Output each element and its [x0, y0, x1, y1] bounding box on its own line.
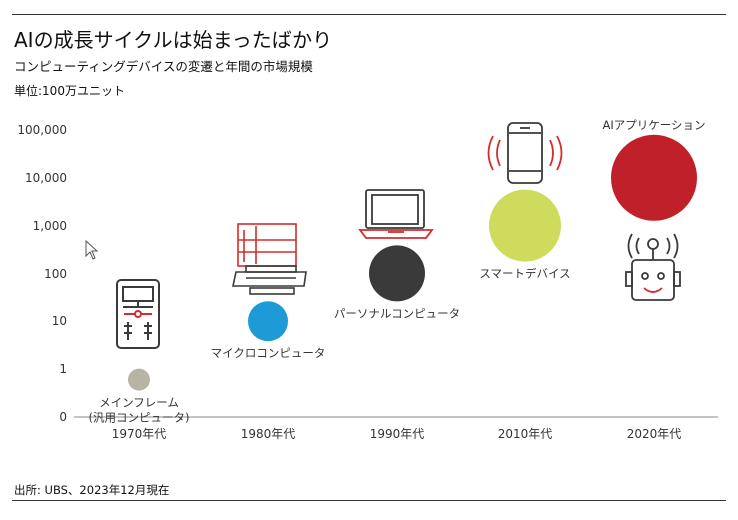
bubble-label: スマートデバイス	[479, 267, 570, 281]
source-note: 出所: UBS、2023年12月現在	[14, 483, 170, 497]
bubble-label: (汎用コンピュータ)	[89, 411, 190, 425]
retro-computer-icon	[232, 223, 307, 295]
bubble-point	[611, 134, 697, 221]
bubble-label: パーソナルコンピュータ	[334, 306, 460, 320]
x-tick-label: 2010年代	[498, 427, 553, 441]
unit-label: 単位:100万ユニット	[14, 84, 125, 98]
bottom-rule	[12, 500, 726, 501]
bubble-point	[369, 245, 425, 302]
x-tick-label: 1990年代	[370, 427, 425, 441]
y-tick-label: 100,000	[17, 123, 67, 137]
smartphone-icon	[487, 122, 563, 184]
x-tick-label: 1970年代	[112, 427, 167, 441]
bubble-label: マイクロコンピュータ	[211, 346, 326, 360]
y-tick-label: 1,000	[33, 219, 67, 233]
desktop-tower-icon	[116, 279, 160, 349]
y-tick-label: 1	[59, 362, 67, 376]
bubble-labels: メインフレーム(汎用コンピュータ) マイクロコンピュータ パーソナルコンピュータ スマ…	[89, 118, 706, 425]
bubble-label: メインフレーム	[99, 396, 179, 410]
y-tick-label: 10	[52, 314, 67, 328]
chart-title: AIの成長サイクルは始まったばかり	[14, 28, 333, 52]
robot-icon	[625, 233, 681, 301]
bubble-point	[248, 301, 288, 342]
bubbles	[128, 134, 697, 391]
x-axis-ticks: 1970年代 1980年代 1990年代 2010年代 2020年代	[112, 427, 682, 441]
top-rule	[12, 14, 726, 15]
x-tick-label: 1980年代	[241, 427, 296, 441]
bubble-point	[128, 368, 150, 391]
chart-subtitle: コンピューティングデバイスの変遷と年間の市場規模	[14, 59, 313, 74]
x-tick-label: 2020年代	[627, 427, 682, 441]
y-tick-label: 10,000	[25, 171, 67, 185]
mouse-cursor-icon	[85, 239, 99, 260]
y-tick-label: 100	[44, 267, 67, 281]
bubble-point	[489, 189, 561, 262]
laptop-icon	[358, 189, 434, 239]
bubble-label: AIアプリケーション	[602, 118, 705, 132]
y-tick-label: 0	[59, 410, 67, 424]
